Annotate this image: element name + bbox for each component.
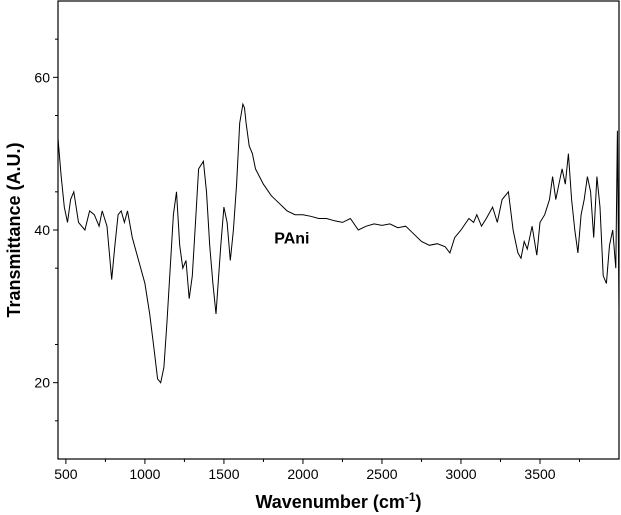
x-tick-label: 3000 [445, 466, 476, 482]
x-tick-label: 500 [54, 466, 78, 482]
y-tick-label: 40 [34, 222, 50, 238]
x-axis-label-end: ) [416, 492, 422, 512]
y-axis-label: Transmittance (A.U.) [4, 142, 24, 317]
series-annotation: PAni [274, 231, 309, 248]
x-axis-ticks: 500 1000 1500 2000 2500 3000 3500 [54, 459, 580, 482]
y-axis-ticks: 20 40 60 [34, 38, 58, 422]
x-tick-label: 2500 [366, 466, 397, 482]
series-line-pani [57, 102, 620, 384]
x-tick-label: 2000 [287, 466, 318, 482]
x-tick-label: 1500 [208, 466, 239, 482]
y-tick-label: 60 [34, 69, 50, 85]
x-tick-label: 1000 [129, 466, 160, 482]
x-tick-label: 3500 [524, 466, 555, 482]
x-axis-label: Wavenumber (cm-1) [255, 490, 421, 512]
x-axis-label-superscript: -1 [405, 490, 416, 504]
x-axis-label-main: Wavenumber (cm [255, 492, 404, 512]
y-tick-label: 20 [34, 375, 50, 391]
